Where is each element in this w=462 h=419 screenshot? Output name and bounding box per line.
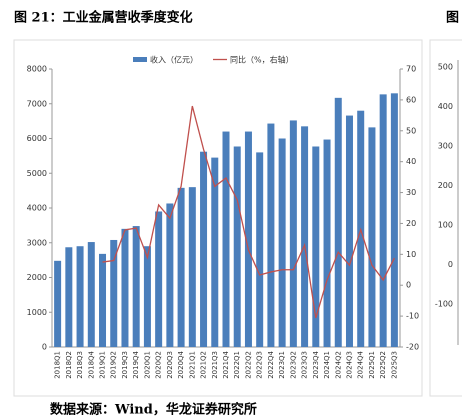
bar	[65, 247, 73, 347]
bar	[155, 211, 163, 347]
neighbor-tick-label: 300	[438, 142, 453, 151]
x-tick-label: 2021Q1	[188, 351, 196, 379]
neighbor-tick-label: 400	[438, 102, 453, 111]
bar	[110, 239, 118, 347]
y-tick-label: 5000	[27, 169, 47, 178]
x-tick-label: 2024Q4	[357, 350, 365, 378]
neighbor-tick-label: 500	[438, 63, 453, 72]
y2-tick-label: -10	[406, 312, 419, 321]
bar	[345, 115, 353, 347]
x-tick-label: 2018Q3	[76, 351, 84, 379]
y2-tick-label: 10	[406, 250, 416, 259]
bar	[211, 157, 219, 347]
bar	[143, 246, 151, 347]
y-tick-label: 6000	[27, 134, 47, 143]
chart-frame	[13, 39, 423, 397]
legend-label: 收入（亿元）	[150, 55, 198, 65]
bar	[278, 138, 286, 347]
neighbor-title: 图	[446, 11, 459, 26]
neighbor-tick-label: -100	[435, 300, 453, 309]
y2-tick-label: 30	[406, 188, 416, 197]
y-tick-label: 0	[42, 343, 47, 352]
y-tick-label: 8000	[27, 65, 47, 74]
x-tick-label: 2019Q3	[121, 351, 129, 379]
line	[102, 105, 395, 319]
x-tick-label: 2019Q2	[110, 351, 118, 379]
bar	[267, 123, 275, 348]
x-tick-label: 2023Q4	[312, 350, 320, 378]
bar	[301, 126, 309, 348]
x-tick-label: 2024Q2	[334, 351, 342, 379]
y-tick-label: 7000	[27, 99, 47, 108]
y-tick-label: 1000	[27, 308, 47, 317]
bar	[87, 242, 95, 347]
x-tick-label: 2022Q3	[256, 351, 264, 379]
legend-label: 同比（%，右轴）	[230, 55, 294, 65]
x-tick-label: 2024Q3	[345, 351, 353, 379]
bar	[289, 120, 297, 348]
bar	[379, 94, 387, 348]
x-tick-label: 2020Q1	[143, 351, 151, 379]
title: 图 21：工业金属营收季度变化	[14, 10, 193, 26]
bar	[54, 260, 62, 347]
x-tick-label: 2021Q2	[200, 351, 208, 379]
x-tick-label: 2018Q4	[87, 350, 95, 378]
y-tick-label: 3000	[27, 238, 47, 247]
bar	[244, 131, 252, 347]
x-tick-label: 2020Q3	[166, 351, 174, 379]
bar	[334, 97, 342, 347]
neighbor-tick-label: 0	[448, 260, 453, 269]
x-tick-label: 2020Q4	[177, 350, 185, 378]
bar	[177, 187, 185, 347]
neighbor-tick-label: 100	[438, 221, 453, 230]
x-tick-label: 2025Q2	[379, 351, 387, 379]
x-tick-label: 2018Q1	[54, 351, 62, 379]
legend-swatch	[133, 57, 147, 62]
y2-tick-label: 50	[406, 126, 416, 135]
x-tick-label: 2023Q2	[289, 351, 297, 379]
bar	[99, 253, 107, 347]
neighbor-frame	[429, 39, 462, 397]
x-tick-label: 2021Q3	[211, 351, 219, 379]
y-tick-label: 4000	[27, 204, 47, 213]
x-tick-label: 2022Q1	[233, 351, 241, 379]
bar	[188, 187, 196, 347]
x-tick-label: 2025Q1	[368, 351, 376, 379]
x-tick-label: 2019Q4	[132, 350, 140, 378]
bar	[312, 146, 320, 347]
y-tick-label: 2000	[27, 273, 47, 282]
y2-tick-label: 40	[406, 157, 416, 166]
bar	[121, 228, 129, 347]
y2-tick-label: -20	[406, 343, 419, 352]
bar	[132, 226, 140, 347]
bar	[323, 139, 331, 347]
y2-tick-label: 70	[406, 65, 416, 74]
bar	[76, 246, 84, 347]
x-tick-label: 2020Q2	[155, 351, 163, 379]
x-tick-label: 2021Q4	[222, 350, 230, 378]
x-tick-label: 2023Q1	[278, 351, 286, 379]
y2-tick-label: 20	[406, 219, 416, 228]
y2-tick-label: 0	[406, 281, 411, 290]
x-tick-label: 2024Q1	[323, 351, 331, 379]
neighbor-tick-label: 200	[438, 181, 453, 190]
x-tick-label: 2022Q2	[244, 351, 252, 379]
x-tick-label: 2025Q3	[390, 351, 398, 379]
x-tick-label: 2018Q2	[65, 351, 73, 379]
x-tick-label: 2023Q3	[301, 351, 309, 379]
bar	[222, 131, 230, 347]
source: 数据来源：Wind，华龙证券研究所	[50, 402, 257, 418]
bar	[166, 203, 174, 347]
bar	[233, 146, 241, 347]
bar	[368, 127, 376, 347]
y2-tick-label: 60	[406, 95, 416, 104]
bar	[390, 93, 398, 347]
x-tick-label: 2022Q4	[267, 350, 275, 378]
bar	[200, 151, 208, 347]
bar	[256, 152, 264, 347]
x-tick-label: 2019Q1	[99, 351, 107, 379]
